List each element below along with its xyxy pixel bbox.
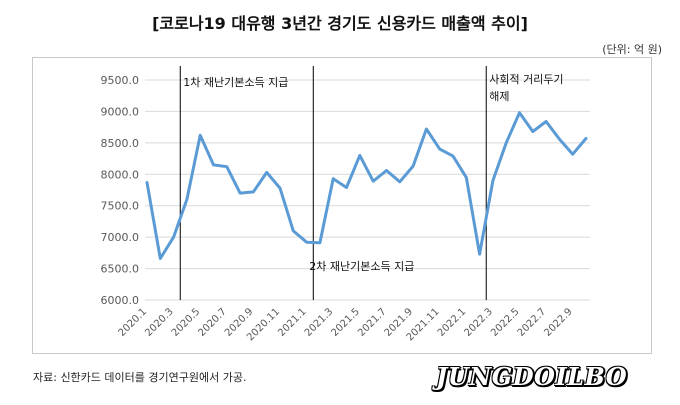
x-tick-label: 2022.5 — [489, 306, 522, 339]
x-tick-label: 2020.3 — [143, 306, 176, 339]
annotation-label: 1차 재난기본소득 지급 — [183, 76, 288, 89]
x-tick-label: 2020.7 — [196, 306, 229, 339]
y-tick-label: 6500.0 — [101, 263, 140, 276]
y-tick-label: 9500.0 — [101, 74, 140, 87]
y-tick-label: 8000.0 — [101, 168, 140, 181]
annotation-label: 사회적 거리두기 — [489, 73, 563, 86]
y-tick-label: 6000.0 — [101, 294, 140, 307]
y-tick-label: 7500.0 — [101, 200, 140, 213]
x-tick-label: 2021.3 — [303, 306, 336, 339]
annotation-label: 해제 — [489, 89, 509, 103]
x-tick-label: 2020.5 — [170, 306, 203, 339]
annotation-label: 2차 재난기본소득 지급 — [309, 260, 414, 273]
x-tick-label: 2021.5 — [329, 306, 362, 339]
y-tick-label: 8500.0 — [101, 137, 140, 150]
unit-label: (단위: 억 원) — [602, 43, 662, 56]
x-tick-label: 2022.1 — [436, 306, 469, 339]
x-tick-label: 2021.1 — [276, 306, 309, 339]
x-tick-label: 2022.9 — [542, 306, 575, 339]
series-line — [145, 111, 588, 260]
source-note: 자료: 신한카드 데이터를 경기연구원에서 가공. — [33, 371, 247, 384]
chart-frame: 6000.0 6500.0 7000.0 7500.0 8000.0 8500.0 9000… — [32, 57, 652, 354]
x-tick-label: 2022.3 — [462, 306, 495, 339]
y-tick-label: 9000.0 — [101, 105, 140, 118]
chart-title: [코로나19 대유행 3년간 경기도 신용카드 매출액 추이] — [152, 14, 528, 33]
publisher-logo: JUNGDOILBO — [436, 362, 628, 391]
x-tick-label: 2021.7 — [356, 306, 389, 339]
x-tick-label: 2022.7 — [516, 306, 549, 339]
x-tick-label: 2020.1 — [117, 306, 150, 339]
y-tick-label: 7000.0 — [101, 231, 140, 244]
line-chart: 6000.0 6500.0 7000.0 7500.0 8000.0 8500.0 9000… — [101, 66, 590, 343]
